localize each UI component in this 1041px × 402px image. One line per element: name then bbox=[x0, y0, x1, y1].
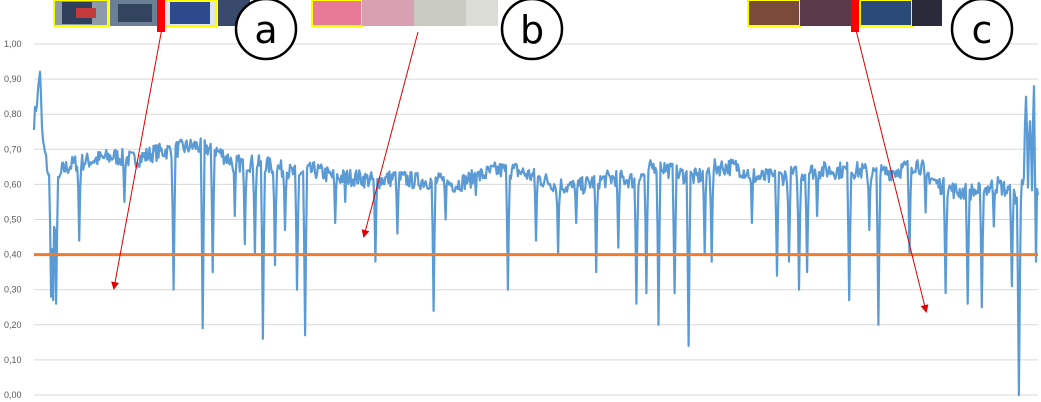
y-axis-tick-labels: 0,00 0,10 0,20 0,30 0,40 0,50 0,60 0,70 0,80 0,90… bbox=[4, 39, 22, 400]
marker-circle bbox=[950, 0, 1014, 61]
marker-a: a bbox=[234, 0, 298, 61]
marker-letter: a bbox=[254, 8, 277, 52]
y-tick-label: 0,50 bbox=[4, 215, 22, 225]
thumbnail-detail bbox=[76, 8, 96, 18]
y-tick-label: 0,40 bbox=[4, 250, 22, 260]
thumbnail-frame bbox=[466, 0, 498, 26]
series-line bbox=[32, 70, 1040, 397]
y-tick-label: 0,00 bbox=[4, 390, 22, 400]
marker-c: c bbox=[950, 0, 1014, 61]
thumbnail-frame bbox=[747, 0, 801, 27]
marker-letter: b bbox=[520, 8, 544, 52]
thumbnail-frame bbox=[414, 0, 466, 26]
thumbnail-frame bbox=[859, 0, 913, 27]
y-tick-label: 0,10 bbox=[4, 355, 22, 365]
marker-letter: c bbox=[972, 8, 993, 52]
arrow-c bbox=[855, 29, 929, 313]
thumbnail-detail bbox=[170, 2, 210, 24]
y-tick-label: 0,90 bbox=[4, 74, 22, 84]
y-tick-label: 0,30 bbox=[4, 285, 22, 295]
arrow-a bbox=[111, 27, 163, 290]
thumbnail-frame bbox=[912, 0, 942, 26]
thumbnail-frame bbox=[800, 0, 860, 26]
thumbnail-detail bbox=[118, 4, 152, 22]
frame-position-marker bbox=[157, 0, 165, 32]
arrow-b bbox=[361, 31, 419, 238]
thumbnail-strip-a bbox=[53, 0, 250, 32]
y-tick-label: 0,80 bbox=[4, 109, 22, 119]
marker-circle bbox=[234, 0, 298, 61]
frame-position-marker bbox=[851, 0, 859, 32]
y-tick-label: 0,20 bbox=[4, 320, 22, 330]
thumbnail-strip-b bbox=[311, 0, 498, 27]
marker-circle bbox=[500, 0, 564, 61]
y-tick-label: 1,00 bbox=[4, 39, 22, 49]
y-tick-label: 0,70 bbox=[4, 144, 22, 154]
marker-b: b bbox=[500, 0, 564, 61]
thumbnail-frame bbox=[311, 0, 363, 27]
thumbnail-frame bbox=[362, 0, 414, 26]
thumbnail-strip-c bbox=[747, 0, 942, 32]
y-tick-label: 0,60 bbox=[4, 179, 22, 189]
